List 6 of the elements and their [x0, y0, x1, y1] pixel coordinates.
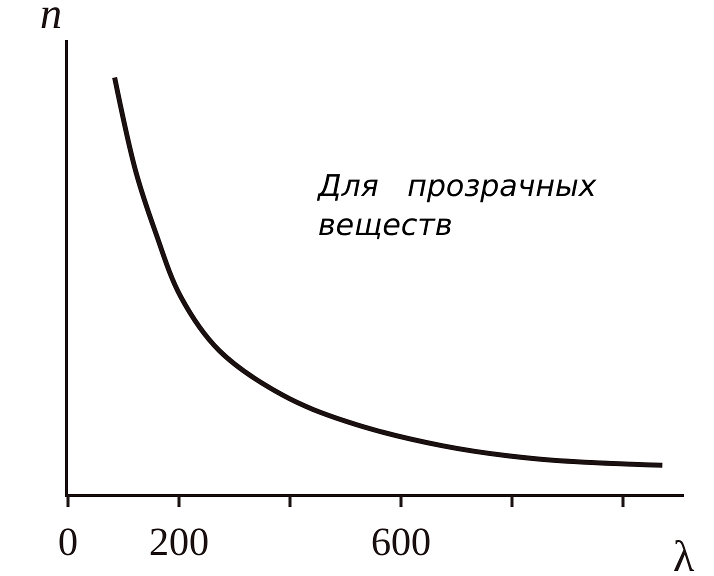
- x-tick-label: 200: [148, 519, 209, 564]
- x-axis-title: λ: [673, 532, 695, 576]
- x-tick-label: 0: [58, 519, 78, 564]
- x-tick-label: 600: [370, 519, 431, 564]
- annotation: Для прозрачных веществ: [316, 169, 597, 243]
- y-axis-title: n: [40, 0, 62, 38]
